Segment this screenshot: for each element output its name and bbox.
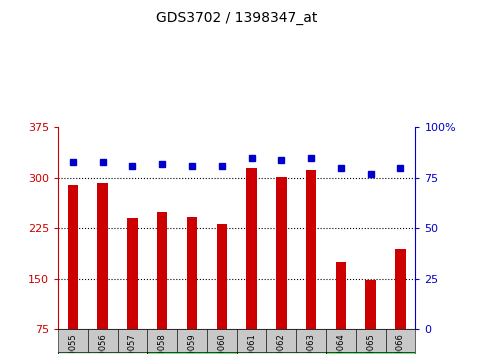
Bar xyxy=(147,352,237,354)
Bar xyxy=(216,224,227,329)
Text: GSM310066: GSM310066 xyxy=(396,333,405,354)
Bar xyxy=(237,352,326,354)
Bar xyxy=(356,329,385,354)
Bar xyxy=(58,329,88,354)
Bar xyxy=(58,352,147,354)
Bar xyxy=(326,352,415,354)
Bar xyxy=(207,329,237,354)
Text: GSM310065: GSM310065 xyxy=(366,333,375,354)
Bar xyxy=(117,329,147,354)
Bar xyxy=(326,329,356,354)
Bar xyxy=(395,249,406,329)
Bar xyxy=(366,280,376,329)
Bar xyxy=(187,217,197,329)
Text: GSM310055: GSM310055 xyxy=(69,333,77,354)
Bar xyxy=(385,329,415,354)
Text: GSM310064: GSM310064 xyxy=(337,333,345,354)
Text: GSM310056: GSM310056 xyxy=(98,333,107,354)
Text: GSM310060: GSM310060 xyxy=(217,333,226,354)
Text: GDS3702 / 1398347_at: GDS3702 / 1398347_at xyxy=(156,11,317,25)
Bar xyxy=(336,262,346,329)
Bar xyxy=(267,329,296,354)
Bar xyxy=(296,329,326,354)
Bar xyxy=(306,170,316,329)
Bar xyxy=(177,329,207,354)
Bar xyxy=(98,183,108,329)
Bar xyxy=(157,211,168,329)
Bar xyxy=(276,177,286,329)
Bar xyxy=(246,168,257,329)
Text: GSM310057: GSM310057 xyxy=(128,333,137,354)
Bar xyxy=(147,329,177,354)
Bar xyxy=(127,218,138,329)
Text: GSM310062: GSM310062 xyxy=(277,333,286,354)
Bar xyxy=(88,329,117,354)
Text: GSM310063: GSM310063 xyxy=(307,333,315,354)
Bar xyxy=(68,185,78,329)
Text: GSM310059: GSM310059 xyxy=(187,333,197,354)
Bar xyxy=(237,329,267,354)
Text: GSM310061: GSM310061 xyxy=(247,333,256,354)
Text: GSM310058: GSM310058 xyxy=(158,333,167,354)
